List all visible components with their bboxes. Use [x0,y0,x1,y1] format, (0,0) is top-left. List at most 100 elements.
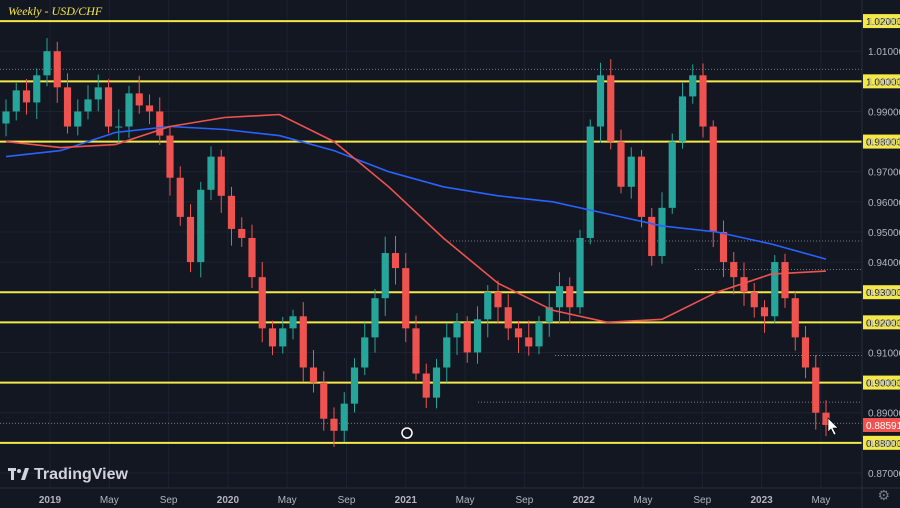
candle-body [637,156,646,217]
level-tag [863,14,900,29]
x-axis: 2019 May Sep 2020 May Sep 2021 May Sep 2022 May Sep… [0,487,900,506]
candle-body [156,111,164,136]
candle-body [12,90,20,112]
low-marker-circle [401,427,413,439]
x-tick-label: May [456,495,475,506]
moving-average-red [5,113,827,324]
candle-body [576,237,584,308]
candle-body [443,337,451,368]
level-tag [863,375,900,390]
x-tick-label: May [634,495,653,506]
candle-body [432,367,441,398]
candle-body [607,75,615,142]
candle-body [689,75,697,97]
candle-body [504,307,512,329]
x-tick-label: 2020 [217,495,240,506]
level-tag [863,134,900,149]
y-tick-label: 0.93000 [868,288,900,299]
candle-body [719,231,728,263]
level-tag [863,285,900,300]
tradingview-logo: TradingView [8,466,128,484]
candle-body [617,141,625,187]
candle-body [33,75,41,103]
y-tick-label: 0.90000 [868,379,900,390]
candle-body [361,337,369,368]
y-tick-label: 0.98000 [868,138,900,149]
candle-body [330,418,338,431]
horizontal-levels: 1.02000 1.00000 0.98000 0.93000 0.92000 0.900… [0,14,900,450]
candle-body [463,322,471,353]
x-tick-label: 2019 [39,495,62,506]
candle-body [781,262,789,299]
candle-body [586,126,594,238]
candle-body [340,403,348,431]
candle-body [566,286,574,308]
candle-body [84,99,92,112]
candle-body [791,298,799,338]
x-tick-label: Sep [160,495,178,506]
level-tag-label: 0.98000 [866,138,900,149]
level-tag-label: 1.02000 [866,17,900,28]
candle-body [453,322,461,338]
candle-body [422,373,430,398]
candle-body [238,228,246,238]
x-tick-label: May [100,495,119,506]
candle-body [596,75,605,127]
candle-body [299,316,307,368]
gear-icon[interactable]: ⚙ [877,487,890,503]
x-tick-label: Sep [516,495,534,506]
candle-body [217,156,225,196]
candle-body [750,292,758,308]
level-tag-label: 0.88000 [866,439,900,450]
candle-body [248,237,256,278]
candle-body [94,87,102,100]
level-tag [863,315,900,330]
candle-body [730,262,738,278]
candle-body [709,126,717,232]
y-tick-label: 1.00000 [868,77,900,88]
moving-average-blue [5,125,827,260]
x-tick-label: 2021 [395,495,418,506]
candles [2,38,830,447]
candle-body [740,277,748,293]
level-tag-label: 0.90000 [866,379,900,390]
y-tick-label: 1.02000 [868,17,900,28]
candle-body [197,189,205,263]
x-tick-label: 2022 [573,495,596,506]
candle-body [279,328,287,347]
candle-body [350,367,359,404]
candle-body [473,319,482,353]
candle-body [371,298,379,338]
candle-body [555,286,564,308]
candle-body [771,262,779,317]
candle-body [514,328,523,338]
candle-body [402,268,410,329]
candle-body [391,253,400,269]
candle-body [289,316,297,329]
candle-body [43,51,51,76]
candle-body [176,177,184,217]
x-tick-label: Sep [338,495,356,506]
candle-body [648,216,656,257]
candle-body [381,253,389,299]
level-tag [863,435,900,450]
candle-body [207,156,215,190]
candle-body [63,87,72,127]
level-tag-label: 1.00000 [866,77,900,88]
x-tick-label: Sep [693,495,711,506]
candle-body [227,195,236,229]
x-tick-label: 2023 [750,495,773,506]
candle-body [699,75,707,127]
last-price-tag [863,418,900,433]
